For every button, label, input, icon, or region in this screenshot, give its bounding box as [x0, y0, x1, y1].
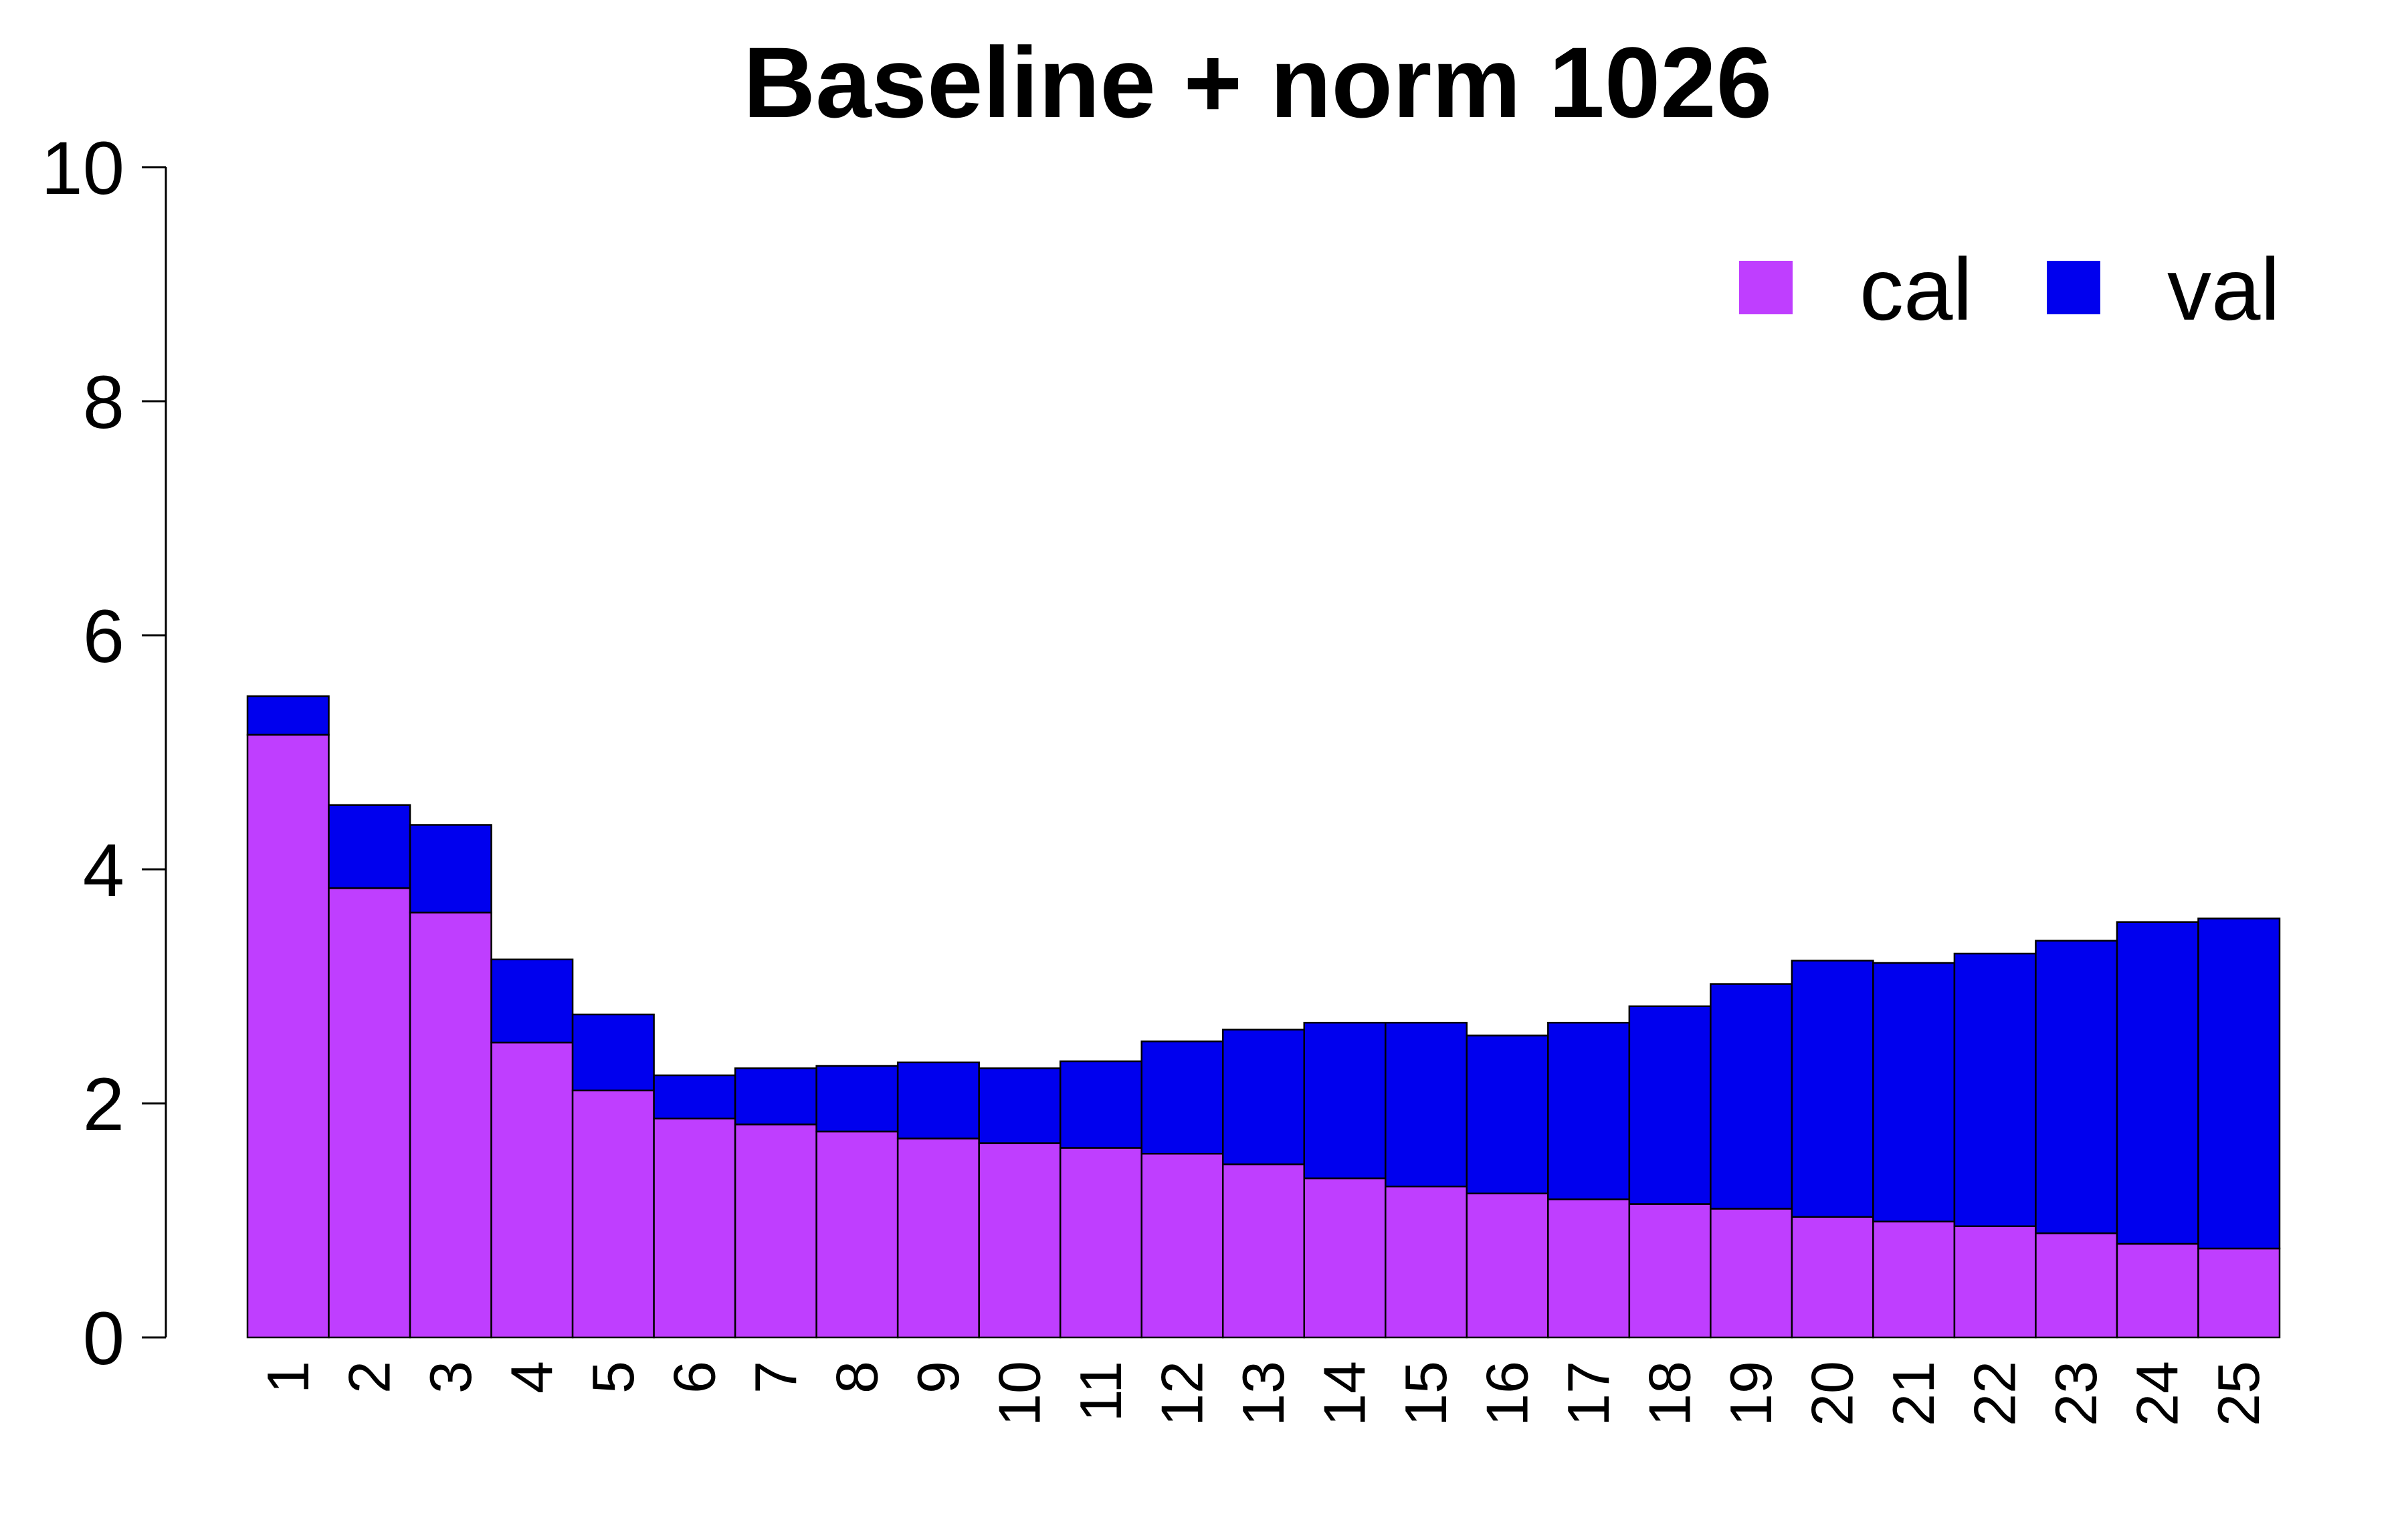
y-tick-label: 6	[83, 594, 124, 678]
bar-cal-22	[1953, 1225, 2037, 1339]
bars	[246, 695, 2281, 1339]
bar-cal-25	[2197, 1247, 2281, 1339]
y-tick-label: 2	[83, 1063, 124, 1146]
legend-swatch-cal	[1739, 261, 1793, 314]
bar-val-13	[1221, 1028, 1306, 1166]
x-tick-label: 12	[1148, 1361, 1215, 1426]
legend: cal val	[1739, 240, 2280, 338]
x-tick-label: 1	[255, 1361, 321, 1394]
bar-cal-21	[1872, 1220, 1956, 1339]
bar-val-1	[246, 695, 330, 736]
x-axis-labels: 1 2 3 4 5 6 7 8 9 10 11 12 13 14 15 16 17 18 19 20 21 22 23 24 2…	[255, 1361, 2272, 1426]
bar-val-8	[815, 1065, 899, 1133]
y-tick-label: 8	[83, 360, 124, 444]
bar-cal-1	[246, 734, 330, 1339]
bar-val-23	[2035, 940, 2118, 1234]
bar-cal-6	[653, 1117, 736, 1339]
x-tick-label: 7	[742, 1361, 809, 1394]
bar-cal-18	[1628, 1203, 1712, 1339]
y-tick-label: 4	[83, 829, 124, 912]
x-tick-label: 11	[1068, 1361, 1134, 1422]
x-tick-label: 17	[1555, 1361, 1621, 1426]
bar-cal-20	[1791, 1216, 1874, 1339]
legend-swatch-val	[2047, 261, 2100, 314]
bar-val-17	[1547, 1022, 1631, 1200]
bar-cal-11	[1059, 1147, 1142, 1339]
bar-cal-4	[490, 1041, 574, 1339]
x-tick-label: 14	[1312, 1361, 1378, 1426]
bar-cal-23	[2035, 1232, 2118, 1339]
bar-cal-12	[1140, 1153, 1224, 1339]
bar-val-18	[1628, 1005, 1712, 1205]
bar-cal-10	[978, 1142, 1062, 1339]
x-tick-label: 20	[1799, 1361, 1866, 1426]
bar-val-3	[409, 824, 492, 913]
y-tick-label: 10	[41, 126, 124, 210]
bar-val-14	[1303, 1022, 1387, 1180]
bar-cal-13	[1221, 1163, 1306, 1339]
bar-cal-17	[1547, 1198, 1631, 1339]
x-tick-label: 19	[1718, 1361, 1784, 1426]
chart-title: Baseline + norm 1026	[743, 26, 1772, 138]
x-tick-label: 22	[1962, 1361, 2028, 1426]
bar-val-25	[2197, 917, 2281, 1250]
x-tick-label: 15	[1393, 1361, 1459, 1426]
bar-cal-14	[1303, 1177, 1387, 1339]
x-tick-label: 21	[1880, 1361, 1946, 1426]
bar-cal-24	[2116, 1242, 2199, 1339]
x-tick-label: 25	[2205, 1361, 2272, 1426]
bar-val-11	[1059, 1060, 1142, 1149]
bar-val-6	[653, 1074, 736, 1119]
bar-val-7	[734, 1067, 817, 1125]
bar-cal-16	[1466, 1192, 1549, 1339]
bar-val-22	[1953, 952, 2037, 1227]
bar-val-2	[328, 804, 411, 889]
x-tick-label: 6	[661, 1361, 727, 1394]
x-tick-label: 13	[1230, 1361, 1296, 1426]
x-tick-label: 23	[2043, 1361, 2109, 1426]
bar-val-15	[1385, 1022, 1468, 1188]
x-tick-label: 5	[580, 1361, 646, 1394]
legend-label-cal: cal	[1860, 240, 1973, 338]
bar-cal-7	[734, 1123, 817, 1339]
bar-cal-8	[815, 1130, 899, 1339]
bar-val-19	[1710, 983, 1793, 1210]
legend-label-val: val	[2167, 240, 2280, 338]
x-tick-label: 8	[823, 1361, 890, 1394]
bar-cal-3	[409, 911, 492, 1339]
bar-val-24	[2116, 921, 2199, 1245]
bar-val-21	[1872, 962, 1956, 1222]
bar-cal-5	[571, 1089, 655, 1339]
bar-cal-9	[896, 1137, 980, 1339]
bar-cal-15	[1385, 1186, 1468, 1339]
bar-val-9	[896, 1061, 980, 1139]
y-tick-label: 0	[83, 1297, 124, 1380]
bar-cal-19	[1710, 1208, 1793, 1339]
x-tick-label: 9	[905, 1361, 971, 1394]
x-tick-label: 2	[336, 1361, 402, 1394]
x-tick-label: 3	[417, 1361, 484, 1394]
bar-val-5	[571, 1013, 655, 1091]
bar-cal-2	[328, 887, 411, 1339]
bar-val-4	[490, 958, 574, 1044]
x-tick-label: 10	[986, 1361, 1052, 1426]
y-axis: 0 2 4 6 8 10	[41, 126, 167, 1380]
x-tick-label: 24	[2124, 1361, 2191, 1426]
bar-val-10	[978, 1067, 1062, 1144]
bar-val-20	[1791, 960, 1874, 1218]
x-tick-label: 4	[498, 1361, 565, 1394]
x-tick-label: 16	[1474, 1361, 1540, 1426]
bar-val-16	[1466, 1035, 1549, 1194]
bar-val-12	[1140, 1041, 1224, 1155]
x-tick-label: 18	[1637, 1361, 1703, 1426]
